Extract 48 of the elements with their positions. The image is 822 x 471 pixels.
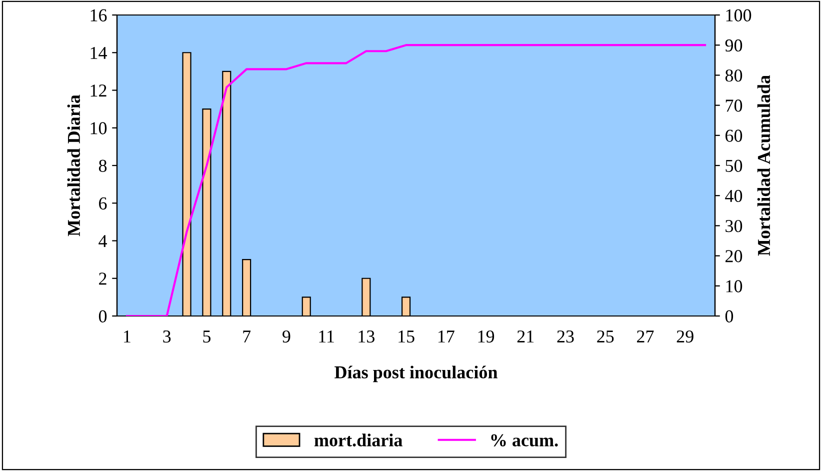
x-tick-label: 27 (637, 330, 654, 342)
x-tick-label: 5 (203, 330, 211, 343)
legend-label: mort.diaria (314, 434, 402, 446)
x-tick-label: 17 (438, 330, 454, 342)
y2-tick-label: 0 (725, 310, 734, 322)
x-tick-label: 1 (124, 330, 130, 342)
x-tick-label: 3 (163, 330, 171, 343)
x-tick-label: 15 (398, 330, 414, 343)
x-tick-label: 21 (517, 330, 534, 342)
bar (362, 278, 371, 316)
x-tick-label: 23 (557, 330, 574, 343)
y2-tick-label: 30 (726, 220, 742, 232)
x-tick-label: 7 (243, 330, 251, 342)
bar (182, 52, 192, 316)
y-tick-label: 2 (99, 272, 106, 285)
x-tick-label: 11 (319, 330, 334, 342)
y-axis-title: Mortalidad Diaria (67, 94, 80, 236)
y2-axis-title: Mortalidad Acumulada (757, 75, 770, 256)
y-tick-label: 16 (90, 9, 107, 22)
y2-tick-label: 10 (726, 280, 742, 292)
bar (202, 108, 212, 316)
y-tick-label: 0 (98, 310, 107, 322)
legend-label: % acum. (491, 434, 558, 446)
y2-tick-label: 80 (725, 69, 742, 82)
y-tick-label: 10 (90, 122, 107, 134)
bar (302, 296, 311, 316)
x-tick-label: 13 (358, 330, 374, 343)
y-tick-label: 8 (98, 160, 107, 172)
bar (222, 70, 232, 316)
y2-tick-label: 70 (726, 100, 742, 112)
x-tick-label: 9 (282, 330, 290, 343)
bar (242, 259, 252, 316)
x-tick-label: 29 (676, 330, 694, 343)
y2-tick-label: 60 (726, 130, 742, 142)
y-tick-label: 12 (90, 84, 106, 97)
y-tick-label: 6 (99, 197, 107, 210)
y2-tick-label: 20 (726, 250, 742, 262)
x-axis-title: Días post inoculación (334, 366, 498, 382)
y2-tick-label: 90 (725, 39, 742, 52)
y-tick-label: 4 (98, 235, 107, 248)
line-series (126, 44, 706, 316)
x-tick-label: 19 (478, 330, 494, 343)
y2-tick-label: 100 (726, 9, 752, 22)
y-tick-label: 14 (90, 46, 107, 59)
y2-tick-label: 50 (726, 160, 742, 172)
x-tick-label: 25 (597, 330, 614, 343)
y2-tick-label: 40 (725, 190, 742, 202)
bar (401, 296, 411, 316)
